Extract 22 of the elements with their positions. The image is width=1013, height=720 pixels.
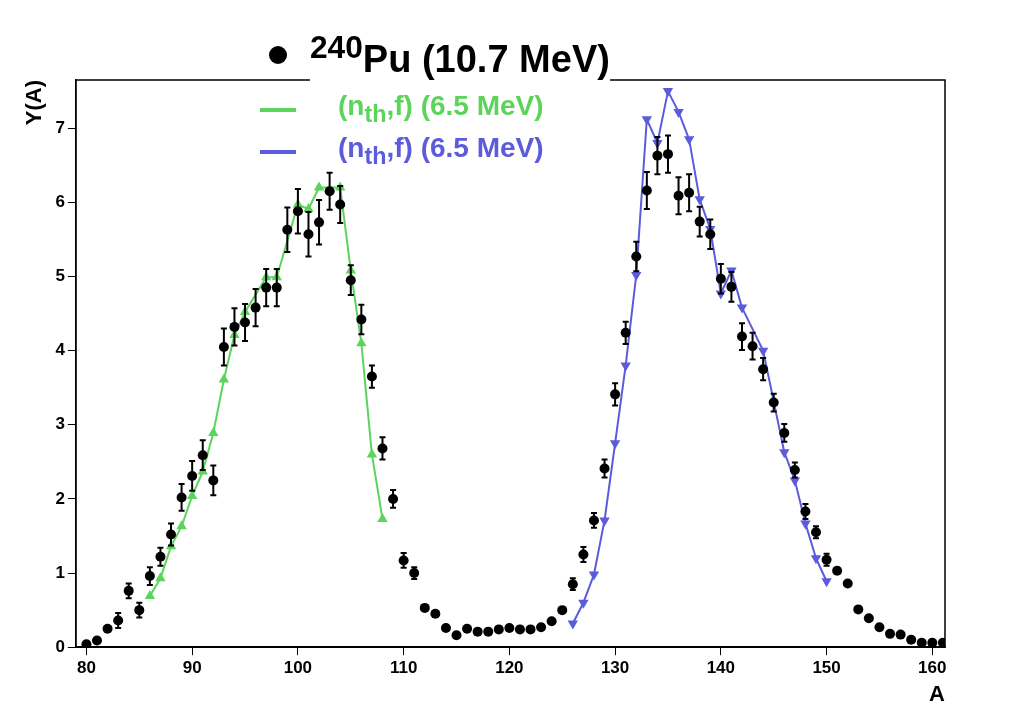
y-tick-label: 7 [55, 117, 65, 137]
x-axis-title: A [929, 680, 946, 706]
legend-label: (n$_{th}$,f) (6.5 MeV) [338, 132, 544, 170]
y-tick-label: 5 [55, 266, 65, 286]
x-tick-label: 110 [389, 658, 418, 678]
x-tick-label: 80 [76, 658, 96, 678]
x-tick-label: 160 [918, 658, 947, 678]
y-axis-title: Y(A) [21, 80, 47, 126]
x-tick-label: 140 [706, 658, 736, 678]
y-tick-label: 0 [55, 636, 65, 656]
y-tick-label: 3 [55, 414, 65, 434]
legend-label: $^{240}$Pu (10.7 MeV) [310, 29, 610, 81]
y-tick-label: 2 [55, 488, 65, 508]
y-tick-label: 1 [55, 562, 65, 582]
x-tick-label: 130 [600, 658, 630, 678]
x-tick-label: 90 [182, 658, 202, 678]
y-tick-label: 4 [55, 340, 66, 360]
legend-label: (n$_{th}$,f) (6.5 MeV) [338, 90, 544, 128]
x-tick-label: 120 [495, 658, 524, 678]
x-tick-label: 100 [283, 658, 313, 678]
x-tick-label: 150 [812, 658, 841, 678]
y-tick-label: 6 [55, 192, 65, 212]
